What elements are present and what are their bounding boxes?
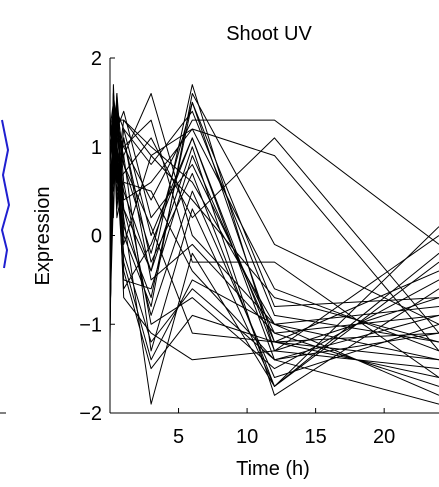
series-line xyxy=(109,119,439,387)
series-line xyxy=(109,110,439,334)
series-line xyxy=(109,111,439,343)
x-tick-label: 10 xyxy=(236,426,258,448)
neighbor-panel-scribble xyxy=(0,119,11,269)
y-tick-label: 0 xyxy=(91,226,102,248)
y-tick-label: −2 xyxy=(79,403,102,425)
x-tick-label: 5 xyxy=(173,426,184,448)
series-line xyxy=(109,110,439,343)
series-line xyxy=(109,128,439,352)
series-lines xyxy=(109,84,439,405)
series-line xyxy=(109,128,439,387)
x-tick-label: 15 xyxy=(305,426,327,448)
neighbor-panel-fragment xyxy=(0,119,11,414)
y-axis-ticks: −2 −1 0 1 2 xyxy=(79,48,115,425)
series-line xyxy=(109,93,439,370)
y-tick-label: 1 xyxy=(91,137,102,159)
chart-title: Shoot UV xyxy=(226,23,312,45)
series-line xyxy=(109,84,439,352)
x-tick-label: 20 xyxy=(373,426,395,448)
series-line xyxy=(109,128,439,352)
x-axis-ticks: 5 10 15 20 xyxy=(173,408,395,448)
y-axis-label: Expression xyxy=(32,187,54,286)
x-axis-label: Time (h) xyxy=(236,458,310,480)
series-line xyxy=(109,93,439,396)
y-tick-label: 2 xyxy=(91,48,102,70)
y-tick-label: −1 xyxy=(79,314,102,336)
series-line xyxy=(109,93,439,370)
series-line xyxy=(109,101,439,307)
